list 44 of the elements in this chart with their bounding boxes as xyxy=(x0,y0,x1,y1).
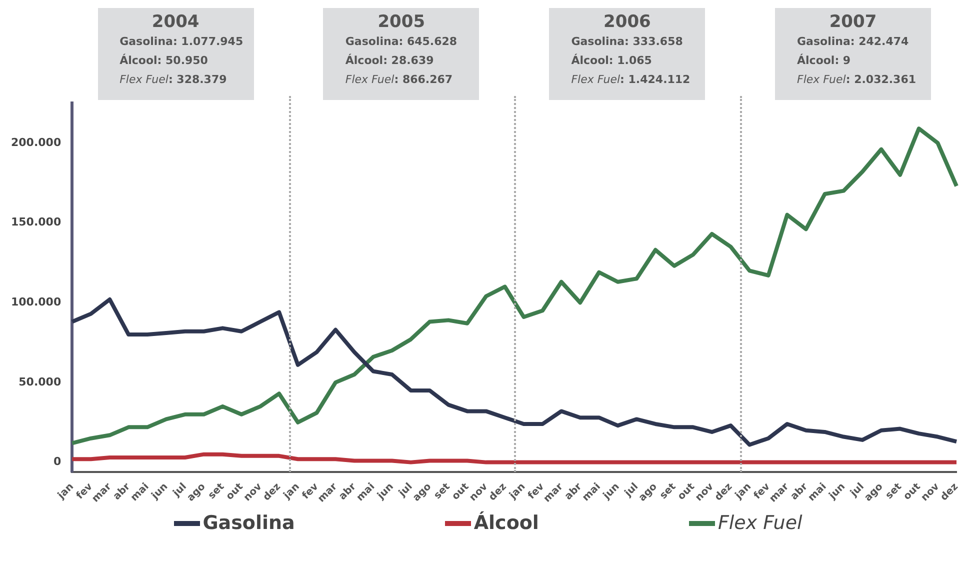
legend-label: Flex Fuel xyxy=(718,512,802,534)
y-tick-label: 200.000 xyxy=(10,136,62,149)
text: 2004 xyxy=(150,12,200,32)
x-tick-label: jan xyxy=(281,481,302,502)
x-tick-label: dez xyxy=(938,481,961,504)
x-tick-label: set xyxy=(432,481,453,502)
text: Álcool: 9 xyxy=(797,52,852,69)
x-tick-label: abr xyxy=(563,481,584,502)
x-tick-label: jan xyxy=(506,481,528,502)
x-tick-label: dez xyxy=(712,481,735,504)
text: 2007 xyxy=(828,12,878,32)
y-tick-label: 50.000 xyxy=(18,375,62,388)
text: Gasolina: 1.077.945 xyxy=(120,34,244,50)
text: Álcool: 1.065 xyxy=(571,52,653,69)
text: 2006 xyxy=(602,12,652,32)
x-tick-label: out xyxy=(902,481,923,502)
x-tick-label: jan xyxy=(732,481,754,502)
y-tick-label: 0 xyxy=(53,455,62,468)
x-tick-label: abr xyxy=(788,481,810,502)
text: Gasolina: 333.658 xyxy=(571,34,684,50)
y-tick-label: 150.000 xyxy=(10,216,62,229)
text: Flex Fuel: 328.379 xyxy=(120,72,228,88)
text: Gasolina: 645.628 xyxy=(345,34,458,50)
y-tick-label: 100.000 xyxy=(10,295,62,308)
text: Álcool: 28.639 xyxy=(345,52,435,69)
x-tick-label: out xyxy=(224,481,246,502)
text: 2005 xyxy=(376,12,426,32)
x-tick-label: dez xyxy=(487,481,509,504)
x-tick-label: jan xyxy=(55,481,76,502)
text: Álcool: 50.950 xyxy=(120,52,209,69)
legend-label: Álcool xyxy=(474,512,539,534)
x-tick-label: set xyxy=(206,481,227,502)
text: Flex Fuel: 866.267 xyxy=(345,72,454,88)
text: Gasolina: 242.474 xyxy=(797,34,910,50)
text: Flex Fuel: 2.032.361 xyxy=(797,72,918,88)
x-tick-label: out xyxy=(676,481,698,502)
x-tick-label: set xyxy=(884,481,904,502)
text: Flex Fuel: 1.424.112 xyxy=(571,72,692,88)
x-tick-label: out xyxy=(450,481,472,502)
legend-label: Gasolina xyxy=(202,512,295,534)
x-tick-label: abr xyxy=(337,481,358,502)
x-tick-label: set xyxy=(658,481,678,502)
x-tick-label: dez xyxy=(261,481,284,504)
x-tick-label: abr xyxy=(111,481,133,502)
